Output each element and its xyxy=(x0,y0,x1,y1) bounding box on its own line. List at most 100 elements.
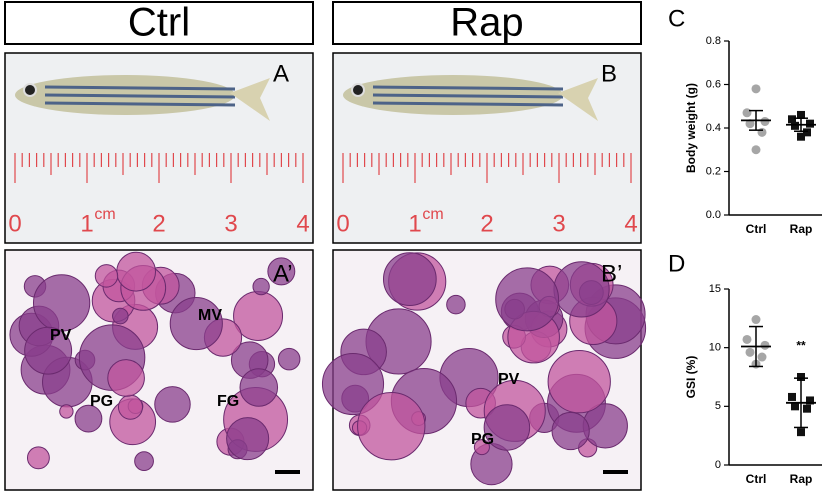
data-point xyxy=(751,145,761,155)
panel-letter: C xyxy=(668,5,685,32)
x-tick-label: Ctrl xyxy=(746,222,767,236)
fish-tail xyxy=(558,78,598,121)
oocyte xyxy=(321,352,385,416)
data-point xyxy=(757,352,767,362)
oocyte xyxy=(169,297,223,351)
panel-letter: B’ xyxy=(601,260,622,287)
y-tick-label: 0.8 xyxy=(706,35,721,47)
data-point xyxy=(791,402,799,411)
ruler-label: 4 xyxy=(624,210,637,237)
y-tick-label: 0 xyxy=(715,459,721,471)
oocyte xyxy=(473,439,490,456)
oocyte xyxy=(547,350,611,414)
ruler-label: 1 xyxy=(408,210,421,237)
y-axis-label: GSI (%) xyxy=(684,356,698,399)
histology-label: PV xyxy=(498,371,520,388)
data-point xyxy=(742,334,752,344)
data-point xyxy=(806,396,814,405)
ruler-label: 3 xyxy=(552,210,565,237)
ruler-unit: cm xyxy=(94,206,115,223)
x-tick-label: Rap xyxy=(790,472,813,486)
header: Ctrl xyxy=(128,1,190,45)
data-point xyxy=(745,347,755,357)
oocyte xyxy=(357,391,426,461)
y-axis-label: Body weight (g) xyxy=(684,83,698,173)
oocyte xyxy=(277,347,301,371)
ruler-label: 3 xyxy=(224,210,237,237)
data-point xyxy=(803,128,811,137)
fish-stripe xyxy=(44,101,236,107)
ruler-label: 2 xyxy=(152,210,165,237)
oocyte xyxy=(226,417,270,461)
oocyte xyxy=(252,277,270,296)
header: Rap xyxy=(450,1,523,45)
data-point xyxy=(751,315,761,325)
x-tick-label: Rap xyxy=(790,222,813,236)
data-point xyxy=(806,119,814,128)
oocyte xyxy=(59,404,74,419)
y-tick-label: 10 xyxy=(709,342,721,354)
ruler-label: 2 xyxy=(480,210,493,237)
x-tick-label: Ctrl xyxy=(746,472,767,486)
data-point xyxy=(797,132,805,141)
y-tick-label: 0.2 xyxy=(706,165,721,177)
y-tick-label: 5 xyxy=(715,400,721,412)
fish-tail xyxy=(230,78,270,121)
ruler-label: 0 xyxy=(336,210,349,237)
histology-label: PV xyxy=(50,327,72,344)
oocyte xyxy=(267,257,296,286)
oocyte xyxy=(107,359,145,397)
data-point xyxy=(788,115,796,124)
oocyte xyxy=(446,294,466,315)
fish-stripe xyxy=(372,93,564,99)
y-tick-label: 15 xyxy=(709,283,721,295)
fish-stripe xyxy=(44,93,236,99)
data-point xyxy=(803,404,811,413)
fish-stripe xyxy=(44,85,236,91)
data-point xyxy=(791,121,799,130)
data-point xyxy=(797,373,805,381)
histology-label: PG xyxy=(90,393,113,410)
fish-eye xyxy=(23,83,37,97)
oocyte xyxy=(382,252,437,306)
y-tick-label: 0.0 xyxy=(706,209,721,221)
panel-letter: A’ xyxy=(273,260,293,287)
oocyte xyxy=(495,267,560,332)
ruler-label: 4 xyxy=(296,210,309,237)
data-point xyxy=(751,84,761,94)
oocyte xyxy=(112,307,129,325)
oocyte xyxy=(94,264,119,288)
oocyte xyxy=(551,411,590,451)
fish-stripe xyxy=(372,101,564,107)
data-point xyxy=(757,127,767,137)
header-box xyxy=(4,1,314,45)
histology-label: FG xyxy=(217,393,239,410)
fish-eye xyxy=(351,83,365,97)
ruler-label: 1 xyxy=(80,210,93,237)
annotation: ** xyxy=(796,338,806,352)
oocyte xyxy=(134,451,154,472)
fish-stripe xyxy=(372,85,564,91)
header-box xyxy=(332,1,642,45)
histology-label: MV xyxy=(198,307,222,324)
panel-letter: A xyxy=(273,60,289,87)
oocyte xyxy=(74,404,103,433)
panel-letter: B xyxy=(601,60,617,87)
data-point xyxy=(745,119,755,129)
data-point xyxy=(760,116,770,126)
oocyte xyxy=(32,274,91,332)
data-point xyxy=(788,392,796,401)
panel-letter: D xyxy=(668,250,685,277)
oocyte xyxy=(116,251,157,292)
oocyte xyxy=(483,404,531,451)
oocyte xyxy=(117,394,143,420)
histology-label: PG xyxy=(471,431,494,448)
ruler-label: 0 xyxy=(8,210,21,237)
data-point xyxy=(760,340,770,350)
oocyte xyxy=(24,326,73,375)
oocyte xyxy=(154,386,191,423)
ruler-unit: cm xyxy=(422,206,443,223)
data-point xyxy=(797,110,805,119)
data-point xyxy=(742,108,752,118)
